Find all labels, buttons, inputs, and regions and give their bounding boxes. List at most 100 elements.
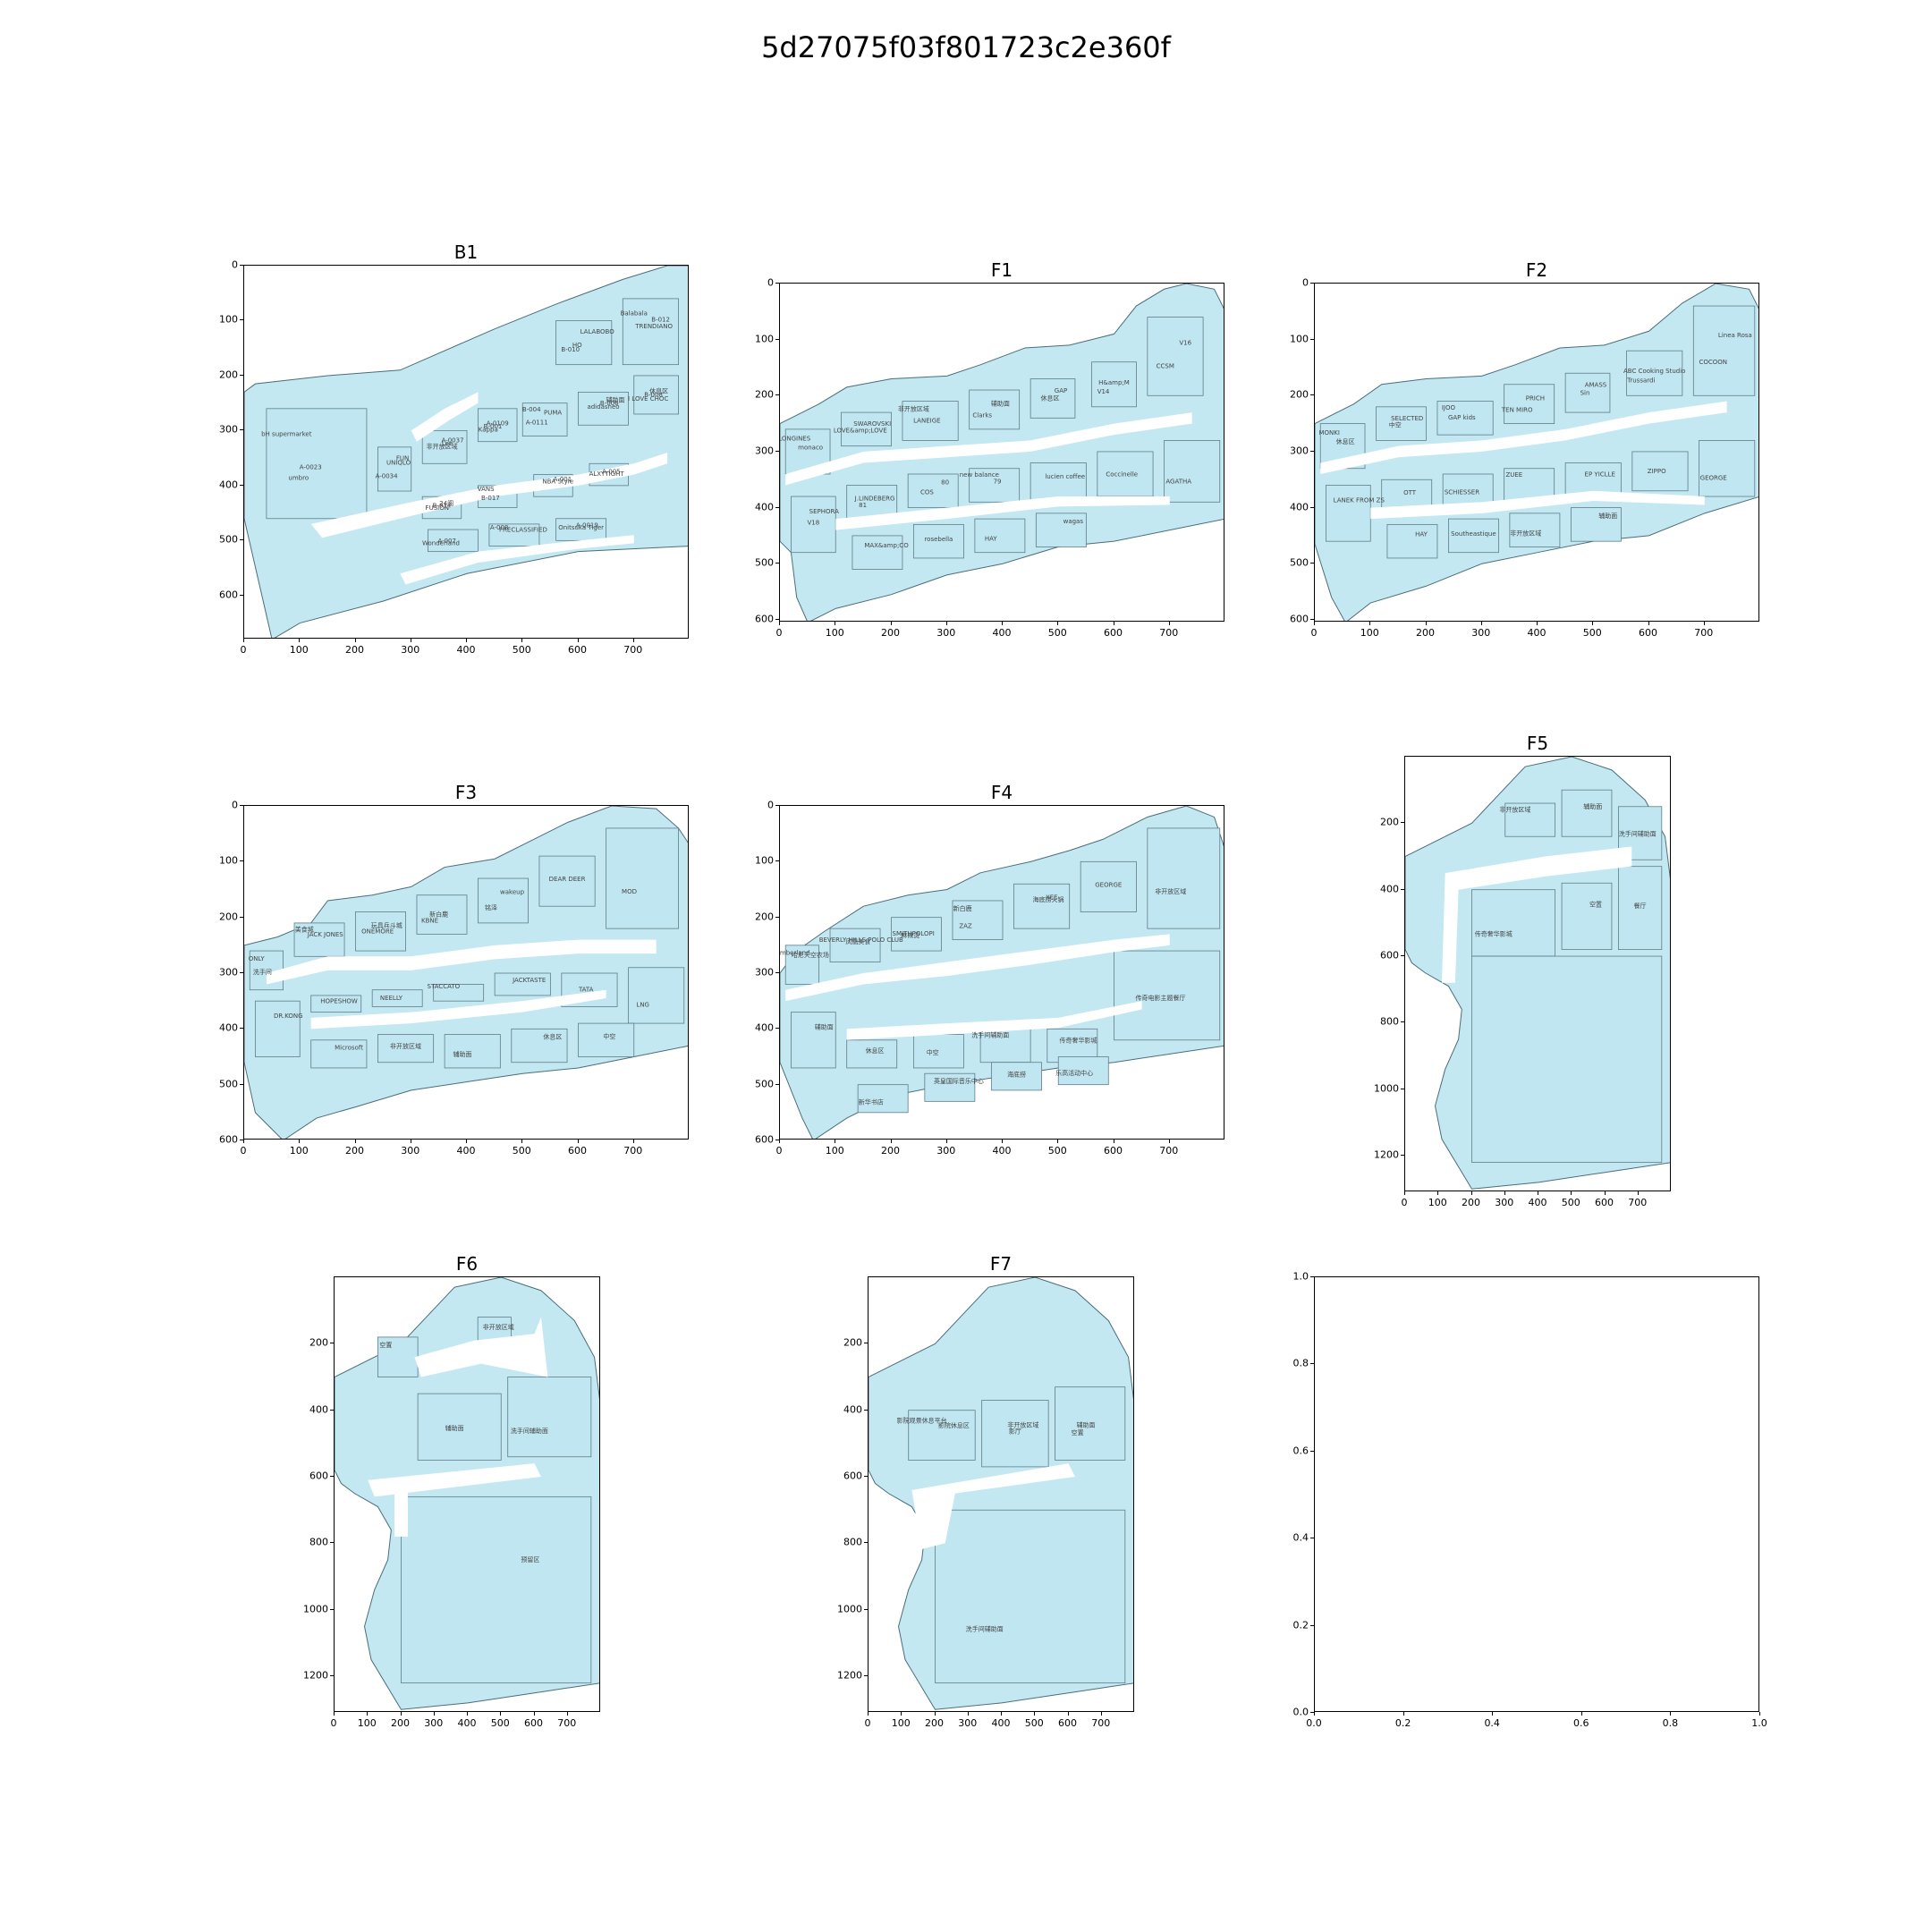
store-unit[interactable] (974, 518, 1026, 554)
store-unit[interactable] (991, 1062, 1042, 1091)
store-unit[interactable] (255, 1000, 301, 1057)
store-unit[interactable] (1030, 462, 1087, 503)
store-unit[interactable] (310, 995, 362, 1013)
x-tick-mark (400, 1712, 402, 1716)
store-unit[interactable] (1561, 789, 1613, 837)
store-unit[interactable] (1057, 1056, 1109, 1086)
store-unit[interactable] (846, 485, 898, 520)
store-unit[interactable] (417, 1393, 502, 1461)
store-unit[interactable] (1471, 889, 1556, 957)
store-unit[interactable] (521, 402, 568, 436)
store-unit[interactable] (401, 1496, 592, 1683)
store-unit[interactable] (1030, 378, 1076, 419)
store-unit[interactable] (829, 928, 881, 962)
store-unit[interactable] (1097, 451, 1154, 497)
store-unit[interactable] (841, 411, 892, 447)
store-unit[interactable] (857, 1084, 909, 1114)
y-tick-label: 800 (843, 1536, 862, 1548)
store-unit[interactable] (791, 1012, 836, 1069)
store-unit[interactable] (1692, 305, 1756, 396)
store-unit[interactable] (1091, 361, 1137, 408)
store-unit[interactable] (1147, 317, 1204, 396)
store-unit[interactable] (1509, 513, 1561, 547)
store-unit[interactable] (952, 900, 1004, 941)
store-unit[interactable] (266, 408, 368, 520)
store-unit[interactable] (377, 1034, 435, 1063)
store-unit[interactable] (444, 1034, 501, 1069)
store-unit[interactable] (935, 1509, 1126, 1683)
store-unit[interactable] (1504, 802, 1556, 837)
store-unit[interactable] (924, 1072, 976, 1102)
shop-label: LONGINES (780, 435, 811, 442)
store-unit[interactable] (1570, 507, 1622, 542)
store-unit[interactable] (606, 827, 679, 929)
store-unit[interactable] (478, 408, 518, 443)
store-unit[interactable] (371, 989, 423, 1007)
store-unit[interactable] (1504, 384, 1555, 425)
store-unit[interactable] (416, 894, 468, 935)
store-unit[interactable] (1699, 440, 1756, 497)
y-tick-mark (775, 618, 779, 620)
shop-label: H&amp;M (1098, 379, 1130, 386)
x-tick-label: 700 (623, 1145, 643, 1157)
x-tick-label: 200 (345, 1145, 364, 1157)
store-unit[interactable] (355, 911, 406, 952)
store-unit[interactable] (907, 473, 959, 508)
store-unit[interactable] (488, 523, 540, 547)
store-unit[interactable] (908, 1410, 976, 1461)
store-unit[interactable] (969, 468, 1021, 503)
store-unit[interactable] (1471, 955, 1663, 1163)
store-unit[interactable] (981, 1400, 1049, 1468)
x-tick-label: 0 (1310, 627, 1318, 639)
store-unit[interactable] (1626, 350, 1683, 396)
store-unit[interactable] (310, 1039, 368, 1069)
store-unit[interactable] (1013, 883, 1071, 929)
store-unit[interactable] (538, 855, 596, 907)
store-unit[interactable] (555, 320, 613, 366)
store-unit[interactable] (902, 401, 959, 441)
store-unit[interactable] (507, 1377, 592, 1458)
store-unit[interactable] (1080, 860, 1137, 912)
store-unit[interactable] (421, 430, 468, 464)
store-unit[interactable] (979, 1028, 1031, 1063)
store-unit[interactable] (1114, 950, 1221, 1041)
store-unit[interactable] (1055, 1386, 1126, 1461)
y-tick-mark (775, 1083, 779, 1085)
store-unit[interactable] (428, 529, 479, 553)
store-unit[interactable] (1164, 440, 1221, 503)
store-unit[interactable] (852, 535, 903, 570)
store-unit[interactable] (293, 922, 345, 957)
store-unit[interactable] (912, 523, 964, 559)
store-unit[interactable] (377, 1336, 419, 1377)
y-tick-label: 600 (755, 613, 774, 625)
store-unit[interactable] (622, 298, 679, 366)
store-unit[interactable] (555, 518, 607, 541)
shop-label: NBA Style (542, 478, 573, 485)
store-unit[interactable] (511, 1028, 568, 1063)
store-unit[interactable] (494, 972, 551, 996)
x-tick-mark (1759, 1712, 1760, 1716)
store-unit[interactable] (578, 1022, 635, 1057)
store-unit[interactable] (1631, 451, 1689, 492)
store-unit[interactable] (969, 389, 1021, 430)
store-unit[interactable] (1035, 513, 1087, 547)
store-unit[interactable] (784, 945, 819, 985)
store-unit[interactable] (1436, 401, 1494, 436)
store-unit[interactable] (891, 917, 942, 952)
store-unit[interactable] (433, 984, 485, 1002)
store-unit[interactable] (1386, 523, 1438, 559)
store-unit[interactable] (478, 877, 529, 924)
store-unit[interactable] (1617, 866, 1663, 951)
store-unit[interactable] (846, 1039, 898, 1069)
store-unit[interactable] (628, 967, 685, 1024)
store-unit[interactable] (633, 375, 679, 415)
store-unit[interactable] (1326, 485, 1371, 542)
store-unit[interactable] (1147, 827, 1221, 929)
x-tick-mark (1067, 1712, 1069, 1716)
store-unit[interactable] (377, 446, 412, 492)
store-unit[interactable] (1564, 372, 1611, 413)
store-unit[interactable] (1447, 518, 1499, 554)
store-unit[interactable] (1376, 406, 1427, 441)
store-unit[interactable] (578, 391, 629, 426)
store-unit[interactable] (1561, 882, 1613, 951)
